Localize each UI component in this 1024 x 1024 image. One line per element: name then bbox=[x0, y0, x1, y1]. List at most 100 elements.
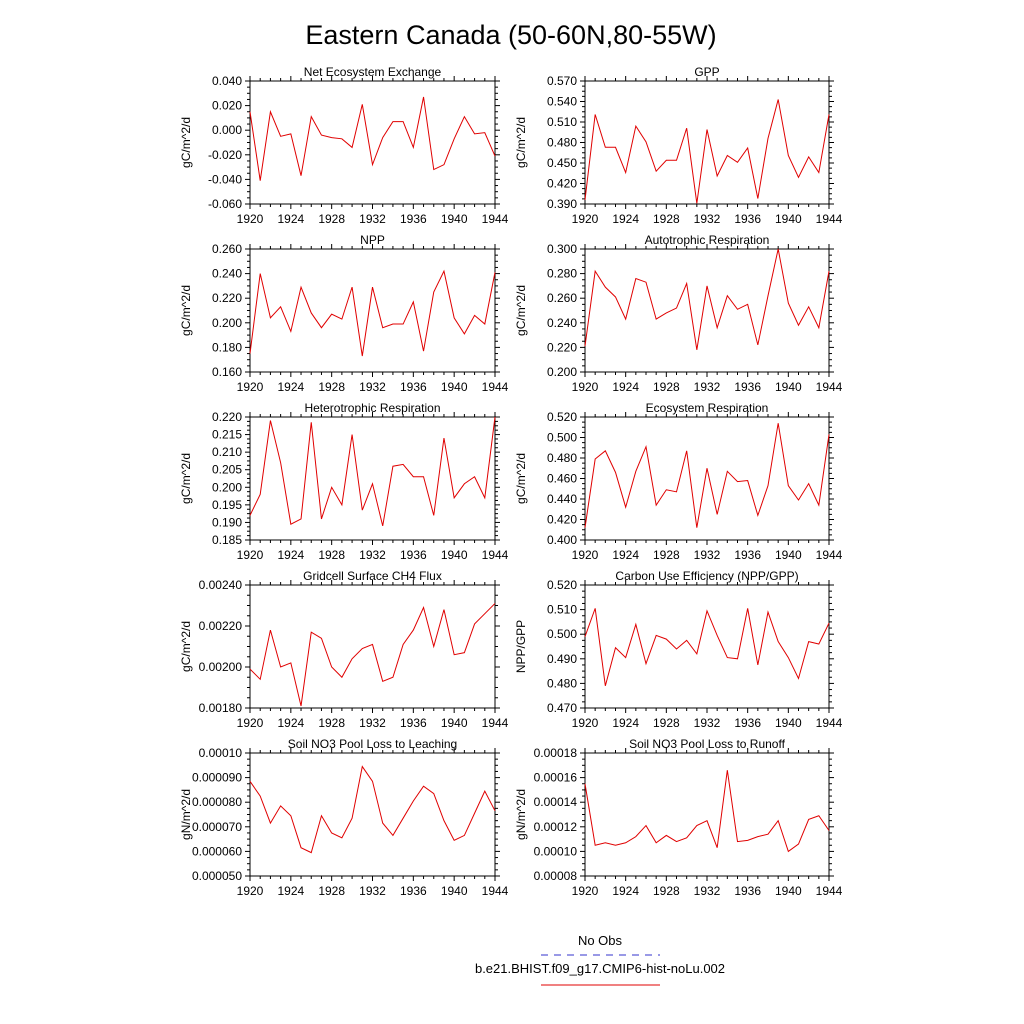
y-tick-label: 0.260 bbox=[547, 291, 577, 305]
y-tick-label: -0.040 bbox=[208, 172, 242, 186]
panel-title: Gridcell Surface CH4 Flux bbox=[303, 569, 442, 583]
y-tick-label: 0.195 bbox=[212, 498, 242, 512]
x-tick-label: 1944 bbox=[816, 884, 843, 898]
y-tick-label: 0.00012 bbox=[534, 820, 578, 834]
y-axis-label: gC/m^2/d bbox=[179, 285, 193, 336]
x-tick-label: 1920 bbox=[572, 884, 599, 898]
x-tick-label: 1944 bbox=[482, 548, 509, 562]
y-tick-label: 0.00200 bbox=[199, 660, 243, 674]
y-tick-label: 0.000080 bbox=[192, 795, 242, 809]
y-axis-label: gC/m^2/d bbox=[179, 453, 193, 504]
y-tick-label: 0.00180 bbox=[199, 701, 243, 715]
y-tick-label: 0.190 bbox=[212, 515, 242, 529]
x-tick-label: 1928 bbox=[653, 380, 680, 394]
series-line bbox=[249, 416, 496, 527]
y-axis-label: NPP/GPP bbox=[514, 620, 528, 673]
y-tick-label: 0.420 bbox=[547, 177, 577, 191]
y-axis-label: gC/m^2/d bbox=[179, 621, 193, 672]
figure-title: Eastern Canada (50-60N,80-55W) bbox=[305, 20, 716, 50]
panel-title: NPP bbox=[360, 233, 385, 247]
series-line bbox=[249, 765, 496, 854]
x-tick-label: 1928 bbox=[318, 884, 345, 898]
x-tick-label: 1932 bbox=[359, 212, 386, 226]
x-tick-label: 1924 bbox=[612, 380, 639, 394]
y-tick-label: 0.440 bbox=[547, 492, 577, 506]
x-tick-label: 1928 bbox=[653, 716, 680, 730]
x-tick-label: 1920 bbox=[572, 212, 599, 226]
x-tick-label: 1932 bbox=[694, 716, 721, 730]
y-tick-label: 0.240 bbox=[212, 267, 242, 281]
y-axis-label: gC/m^2/d bbox=[514, 453, 528, 504]
x-tick-label: 1924 bbox=[612, 212, 639, 226]
y-tick-label: 0.180 bbox=[212, 340, 242, 354]
y-tick-label: 0.570 bbox=[547, 74, 577, 88]
y-tick-label: 0.00016 bbox=[534, 771, 578, 785]
y-tick-label: 0.000060 bbox=[192, 844, 242, 858]
y-tick-label: 0.510 bbox=[547, 115, 577, 129]
x-tick-label: 1928 bbox=[653, 212, 680, 226]
x-tick-label: 1940 bbox=[441, 548, 468, 562]
x-tick-label: 1920 bbox=[572, 380, 599, 394]
chart-panel-7: Gridcell Surface CH4 Flux gC/m^2/d 0.00240… bbox=[179, 569, 509, 730]
y-axis-label: gC/m^2/d bbox=[514, 117, 528, 168]
x-tick-label: 1940 bbox=[775, 548, 802, 562]
y-axis-label: gC/m^2/d bbox=[179, 117, 193, 168]
x-tick-label: 1924 bbox=[277, 212, 304, 226]
x-tick-label: 1920 bbox=[237, 884, 264, 898]
x-tick-label: 1928 bbox=[318, 212, 345, 226]
chart-panel-8: Carbon Use Efficiency (NPP/GPP) NPP/GPP 0.… bbox=[514, 569, 843, 730]
x-tick-label: 1924 bbox=[612, 884, 639, 898]
x-tick-label: 1940 bbox=[441, 884, 468, 898]
chart-panel-2: GPP gC/m^2/d 0.570 0.540 0.510 0.480 0.450 0.42… bbox=[514, 65, 843, 226]
x-tick-label: 1932 bbox=[359, 380, 386, 394]
panel-title: Carbon Use Efficiency (NPP/GPP) bbox=[615, 569, 798, 583]
chart-panel-10: Soil NO3 Pool Loss to Runoff gN/m^2/d 0.00… bbox=[514, 737, 843, 898]
x-tick-label: 1924 bbox=[277, 380, 304, 394]
y-tick-label: 0.00014 bbox=[534, 795, 578, 809]
x-tick-label: 1924 bbox=[612, 548, 639, 562]
x-tick-label: 1932 bbox=[359, 548, 386, 562]
panel-title: Soil NO3 Pool Loss to Runoff bbox=[629, 737, 786, 751]
y-tick-label: 0.00240 bbox=[199, 578, 243, 592]
panel-title: Net Ecosystem Exchange bbox=[304, 65, 442, 79]
y-tick-label: 0.480 bbox=[547, 451, 577, 465]
plot-frame bbox=[584, 80, 830, 205]
y-tick-label: 0.000 bbox=[212, 123, 242, 137]
y-tick-label: 0.000090 bbox=[192, 771, 242, 785]
chart-panel-1: Net Ecosystem Exchange gC/m^2/d 0.040 0.020… bbox=[179, 65, 509, 226]
y-tick-label: 0.210 bbox=[212, 445, 242, 459]
y-tick-label: 0.200 bbox=[547, 365, 577, 379]
chart-panel-4: Autotrophic Respiration gC/m^2/d 0.300 0.28… bbox=[514, 233, 843, 394]
x-tick-label: 1940 bbox=[775, 716, 802, 730]
x-tick-label: 1944 bbox=[816, 212, 843, 226]
y-axis-label: gC/m^2/d bbox=[514, 285, 528, 336]
x-tick-label: 1932 bbox=[359, 884, 386, 898]
panel-title: Autotrophic Respiration bbox=[645, 233, 770, 247]
y-tick-label: 0.020 bbox=[212, 99, 242, 113]
y-tick-label: -0.020 bbox=[208, 148, 242, 162]
x-tick-label: 1936 bbox=[400, 716, 427, 730]
y-tick-label: 0.480 bbox=[547, 676, 577, 690]
plot-frame bbox=[584, 584, 830, 709]
y-tick-label: 0.040 bbox=[212, 74, 242, 88]
plot-frame bbox=[249, 752, 496, 877]
x-tick-label: 1920 bbox=[237, 380, 264, 394]
x-tick-label: 1936 bbox=[400, 548, 427, 562]
panel-title: GPP bbox=[694, 65, 719, 79]
y-tick-label: 0.00010 bbox=[199, 746, 243, 760]
y-tick-label: 0.00018 bbox=[534, 746, 578, 760]
x-tick-label: 1940 bbox=[441, 212, 468, 226]
x-tick-label: 1924 bbox=[277, 884, 304, 898]
legend-obs-label: No Obs bbox=[578, 933, 623, 948]
x-tick-label: 1932 bbox=[694, 548, 721, 562]
x-tick-label: 1936 bbox=[734, 884, 761, 898]
chart-panel-6: Ecosystem Respiration gC/m^2/d 0.520 0.500 0… bbox=[514, 401, 843, 562]
x-tick-label: 1928 bbox=[653, 884, 680, 898]
chart-panel-3: NPP gC/m^2/d 0.260 0.240 0.220 0.200 0.180 0.16… bbox=[179, 233, 509, 394]
y-tick-label: 0.490 bbox=[547, 652, 577, 666]
y-tick-label: 0.460 bbox=[547, 472, 577, 486]
y-tick-label: 0.240 bbox=[547, 316, 577, 330]
x-tick-label: 1920 bbox=[237, 716, 264, 730]
y-tick-label: 0.205 bbox=[212, 463, 242, 477]
x-tick-label: 1936 bbox=[400, 212, 427, 226]
